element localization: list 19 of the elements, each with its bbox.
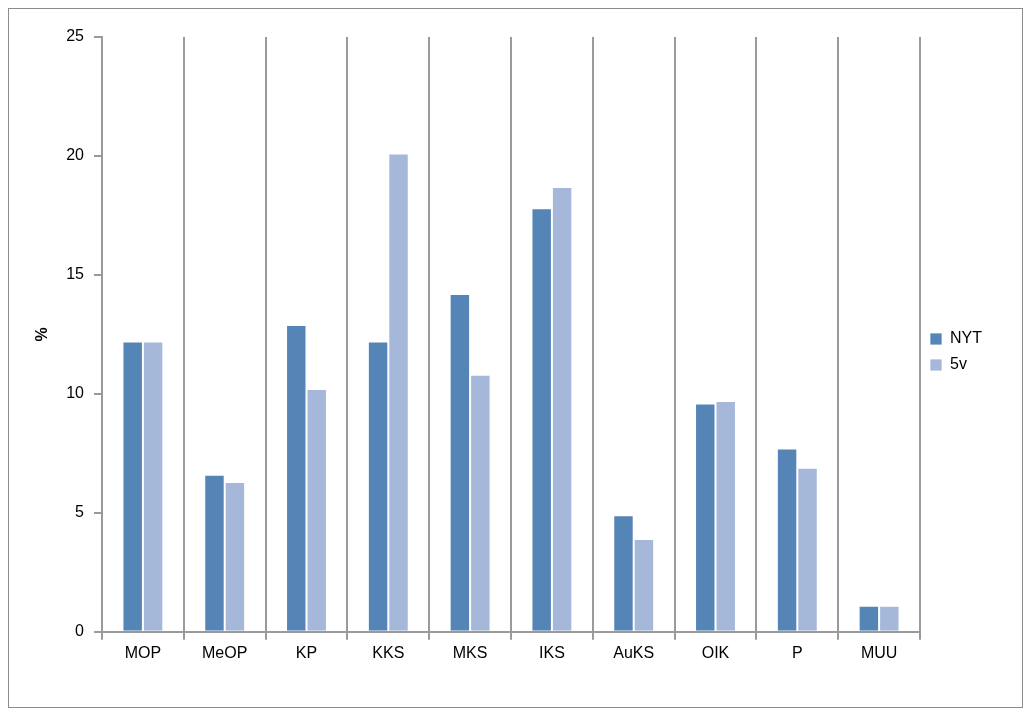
x-tick-label: IKS — [539, 643, 565, 661]
x-tick-label: MeOP — [202, 643, 248, 661]
y-tick-label: 0 — [75, 622, 85, 640]
x-tick-label: MUU — [860, 643, 898, 661]
legend-label: NYT — [950, 329, 983, 347]
x-tick-label: OIK — [701, 643, 730, 661]
y-tick-label: 20 — [66, 146, 85, 164]
x-tick-label: KKS — [372, 643, 405, 661]
legend-label: 5v — [950, 355, 967, 373]
x-tick-label: MKS — [452, 643, 488, 661]
x-tick-label: AuKS — [613, 643, 655, 661]
x-tick-label: MOP — [124, 643, 162, 661]
x-tick-label: P — [791, 643, 803, 661]
y-tick-label: 10 — [66, 384, 85, 402]
y-axis-title: % — [33, 327, 51, 342]
x-tick-label: KP — [295, 643, 318, 661]
y-tick-label: 25 — [66, 27, 85, 45]
y-tick-label: 5 — [75, 503, 85, 521]
y-tick-label: 15 — [66, 265, 85, 283]
